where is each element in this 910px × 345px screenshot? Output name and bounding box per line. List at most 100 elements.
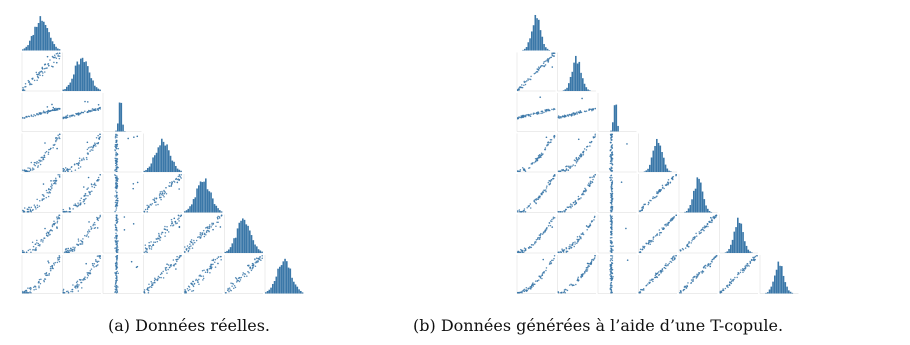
outlier-point xyxy=(51,187,53,189)
scatter-point xyxy=(538,238,541,240)
hist-bar xyxy=(296,286,299,294)
scatter-point xyxy=(542,231,545,233)
hist-bar xyxy=(689,205,692,213)
scatter-point xyxy=(730,278,732,281)
hist-bar xyxy=(294,284,297,294)
scatter-point xyxy=(594,107,596,110)
scatter-point xyxy=(589,180,592,183)
hist-bar xyxy=(617,125,619,132)
scatter-point xyxy=(585,189,588,192)
outlier-point xyxy=(85,262,87,265)
hist-bar xyxy=(286,261,288,294)
hist-bar xyxy=(256,246,258,253)
scatter-point xyxy=(99,108,101,110)
scatter-point xyxy=(146,204,148,207)
scatter-point xyxy=(54,109,56,112)
scatter-point xyxy=(549,138,552,141)
scatter-point xyxy=(643,245,646,248)
scatter-point xyxy=(547,61,550,63)
hist-bar xyxy=(301,292,304,294)
scatter-point xyxy=(517,210,519,213)
scatter-point xyxy=(63,210,65,213)
hist-bar xyxy=(213,204,216,213)
scatter-point xyxy=(62,288,65,291)
scatter-point xyxy=(570,206,572,209)
outlier-point xyxy=(545,136,548,139)
scatter-point xyxy=(542,191,545,194)
scatter-point xyxy=(700,229,702,232)
scatter-point xyxy=(233,285,236,287)
scatter-point xyxy=(36,204,39,206)
scatter-point xyxy=(647,243,650,245)
scatter-point xyxy=(58,214,61,217)
scatter-point xyxy=(611,262,614,264)
hist-bar xyxy=(545,47,547,51)
scatter-point xyxy=(700,271,702,273)
scatter-point xyxy=(37,166,39,168)
scatter-point xyxy=(155,238,157,240)
hist-bar xyxy=(670,171,672,172)
scatter-point xyxy=(148,283,150,285)
hist-bar xyxy=(145,169,147,172)
pairplot-tcopula-data xyxy=(516,14,799,294)
scatter-point xyxy=(115,134,117,137)
scatter-point xyxy=(642,289,644,291)
scatter-point xyxy=(192,280,195,283)
scatter-point xyxy=(38,162,40,164)
scatter-point xyxy=(62,208,65,211)
hist-bar xyxy=(765,292,767,294)
scatter-point xyxy=(548,263,551,265)
subplot-2-2 xyxy=(597,93,637,132)
scatter-point xyxy=(704,265,706,267)
scatter-point xyxy=(55,180,57,183)
hist-bar xyxy=(169,155,172,172)
scatter-point xyxy=(589,145,591,147)
scatter-point xyxy=(53,179,56,182)
scatter-point xyxy=(532,282,534,284)
scatter-point xyxy=(611,257,614,259)
hist-bar xyxy=(74,65,77,91)
hist-bar xyxy=(575,55,577,91)
scatter-point xyxy=(115,226,117,228)
scatter-point xyxy=(542,62,545,65)
scatter-point xyxy=(58,107,61,110)
scatter-point xyxy=(179,176,182,178)
hist-bar xyxy=(645,170,648,172)
scatter-point xyxy=(610,284,613,287)
hist-bar xyxy=(643,171,646,172)
scatter-point xyxy=(588,182,590,185)
scatter-point xyxy=(50,189,52,191)
scatter-point xyxy=(70,247,72,249)
scatter-point xyxy=(146,207,149,209)
scatter-point xyxy=(645,284,647,287)
scatter-point xyxy=(53,182,55,185)
scatter-point xyxy=(562,291,565,294)
scatter-point xyxy=(558,117,561,119)
scatter-point xyxy=(573,114,575,116)
scatter-point xyxy=(257,260,259,262)
hist-bar xyxy=(92,80,94,91)
hist-bar xyxy=(571,71,574,91)
scatter-point xyxy=(82,198,85,201)
outlier-point xyxy=(82,186,85,188)
scatter-point xyxy=(697,273,700,276)
hist-bar xyxy=(122,124,124,132)
scatter-point xyxy=(704,226,706,229)
scatter-point xyxy=(611,190,613,193)
scatter-point xyxy=(570,246,573,249)
scatter-point xyxy=(673,255,675,257)
scatter-point xyxy=(57,174,59,176)
hist-bar xyxy=(536,18,538,51)
outlier-point xyxy=(123,216,126,218)
hist-bar xyxy=(83,62,86,91)
scatter-point xyxy=(539,197,541,199)
scatter-point xyxy=(578,279,580,281)
scatter-point xyxy=(116,256,119,258)
scatter-point xyxy=(648,241,650,243)
scatter-point xyxy=(561,210,564,213)
scatter-point xyxy=(642,287,645,290)
scatter-point xyxy=(62,170,65,172)
scatter-point xyxy=(75,112,77,115)
hist-bar xyxy=(277,268,279,294)
scatter-point xyxy=(46,110,49,113)
